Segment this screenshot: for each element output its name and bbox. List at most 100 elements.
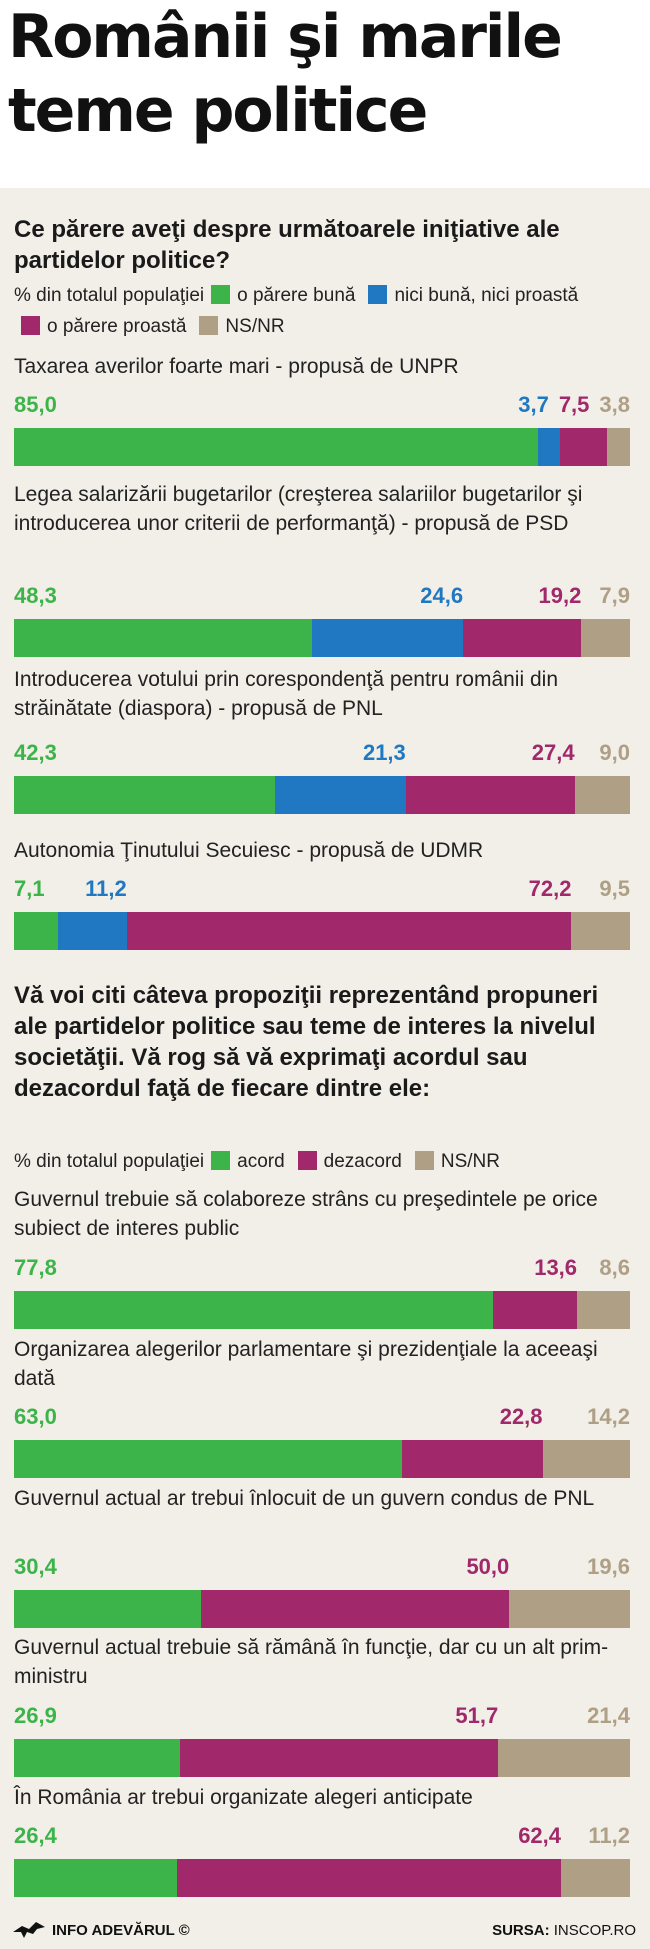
chart-2-row-5-value-1: 26,4: [14, 1823, 57, 1848]
chart-2-row-3-value-1: 30,4: [14, 1554, 57, 1579]
chart-1-row-3-bar: [14, 776, 630, 814]
eagle-logo-icon: [13, 1922, 45, 1938]
chart-2-row-4-segment-1: [14, 1739, 180, 1777]
chart-1-row-2-value-2: 24,6: [420, 583, 464, 608]
chart-2-row-2-label: Organizarea alegerilor parlamentare şi p…: [14, 1338, 598, 1390]
chart-2-row-4-label: Guvernul actual trebuie să rămână în fun…: [14, 1636, 609, 1688]
chart-2-row-4-segment-2: [179, 1739, 499, 1777]
legend-1-swatch-2: [21, 316, 40, 335]
chart-2-row-5-bar: [14, 1859, 630, 1897]
chart-2-row-3-segment-1: [14, 1590, 202, 1628]
chart-1-row-4-value-1: 7,1: [14, 876, 45, 901]
chart-2-row-2-value-2: 22,8: [499, 1404, 543, 1429]
legend-2-prefix: % din totalul populaţiei: [14, 1151, 205, 1172]
chart-2-row-1-segment-3: [577, 1291, 630, 1329]
chart-2-row-1-value-3: 8,6: [599, 1255, 630, 1280]
legend-2-swatch-1: [297, 1151, 317, 1170]
legend-1-label-2: o părere proastă: [47, 316, 187, 337]
legend-1-label-3: NS/NR: [225, 316, 285, 337]
chart-2-row-1-segment-2: [493, 1291, 577, 1329]
chart-2-row-4-value-3: 21,4: [587, 1703, 630, 1728]
chart-1-row-4-segment-1: [14, 912, 58, 950]
chart-2-row-1-value-1: 77,8: [14, 1255, 57, 1280]
chart-1-row-2-label: Legea salarizării bugetarilor (creşterea…: [14, 483, 583, 535]
legend-2-label-2: NS/NR: [440, 1151, 500, 1172]
chart-1-row-1-segment-3: [560, 428, 607, 466]
chart-1-row-1-bar: [14, 428, 630, 466]
chart-1-row-1-segment-2: [537, 428, 561, 466]
chart-2-row-4-bar: [14, 1739, 630, 1777]
chart-1-row-3-value-2: 21,3: [362, 740, 406, 765]
chart-1-row-3-value-4: 9,0: [599, 740, 630, 765]
chart-2-row-5-segment-2: [176, 1859, 561, 1897]
footer-source-label: SURSA:: [492, 1922, 550, 1939]
footer-credit: INFO ADEVĂRUL ©: [12, 1920, 190, 1940]
legend-1-label-0: o părere bună: [237, 285, 356, 306]
chart-1-row-1-value-2: 3,7: [518, 392, 549, 417]
footer-source: SURSA: INSCOP.RO: [492, 1922, 636, 1939]
chart-1-row-1-segment-1: [14, 428, 538, 466]
chart-2-row-5-value-3: 11,2: [588, 1823, 630, 1848]
chart-1-row-2-segment-3: [463, 619, 582, 657]
chart-2-row-3-value-3: 19,6: [587, 1554, 630, 1579]
chart-1-row-2-value-4: 7,9: [599, 583, 630, 608]
chart-2-row-2-segment-1: [14, 1440, 403, 1478]
legend-1-swatch-3: [199, 316, 219, 335]
legend-1-prefix: % din totalul populaţiei: [14, 285, 205, 306]
chart-2-row-1-label: Guvernul trebuie să colaboreze strâns cu…: [14, 1188, 598, 1240]
chart-1-row-3-segment-4: [574, 776, 630, 814]
chart-1-row-2-value-3: 19,2: [538, 583, 582, 608]
chart-2-row-5-segment-3: [560, 1859, 630, 1897]
chart-1-row-3-segment-3: [405, 776, 575, 814]
legend-2: % din totalul populaţiei acord dezacord NS/…: [14, 1146, 639, 1177]
chart-2-row-2-segment-2: [402, 1440, 543, 1478]
legend-2-swatch-0: [211, 1151, 231, 1170]
legend-1-swatch-0: [211, 285, 231, 304]
chart-1-row-1-segment-4: [606, 428, 630, 466]
chart-1-row-2-segment-4: [581, 619, 630, 657]
chart-1-row-2-segment-2: [311, 619, 464, 657]
legend-2-swatch-2: [414, 1151, 434, 1170]
chart-1-row-1-value-3: 7,5: [558, 392, 590, 417]
chart-2-row-1-segment-1: [14, 1291, 494, 1329]
chart-2-row-5-label: În România ar trebui organizate alegeri …: [14, 1786, 473, 1809]
legend-2-label-0: acord: [237, 1151, 285, 1172]
chart-2-row-1-value-2: 13,6: [534, 1255, 578, 1280]
footer-credit-text: INFO ADEVĂRUL ©: [52, 1922, 190, 1939]
chart-1-row-2-bar: [14, 619, 630, 657]
chart-2-row-2-value-3: 14,2: [587, 1404, 630, 1429]
chart-2-row-2-value-1: 63,0: [14, 1404, 57, 1429]
chart-1-row-1-label: Taxarea averilor foarte mari - propusă d…: [14, 355, 459, 378]
chart-2-row-4-value-1: 26,9: [14, 1703, 57, 1728]
chart-1-row-3-value-3: 27,4: [531, 740, 575, 765]
chart-1-row-4-value-3: 72,2: [528, 876, 572, 901]
chart-1-row-4-value-4: 9,5: [599, 876, 630, 901]
footer-source-value: INSCOP.RO: [553, 1922, 636, 1939]
chart-1-row-4-value-2: 11,2: [85, 876, 127, 901]
legend-2-label-1: dezacord: [323, 1151, 402, 1172]
legend-1-label-1: nici bună, nici proastă: [394, 285, 579, 306]
chart-2-row-2-bar: [14, 1440, 630, 1478]
question-2-heading: Vă voi citi câteva propoziţii reprezentâ…: [14, 982, 599, 1102]
chart-1-row-4-segment-2: [57, 912, 127, 950]
chart-2-row-3-bar: [14, 1590, 630, 1628]
chart-2-row-4-value-2: 51,7: [455, 1703, 499, 1728]
chart-1-row-3-segment-1: [14, 776, 275, 814]
chart-2-row-5-value-2: 62,4: [518, 1823, 562, 1848]
page-title: Românii şi marile teme politice: [8, 2, 563, 146]
chart-1-row-2-value-1: 48,3: [14, 583, 57, 608]
legend-1: % din totalul populaţiei o părere bună nic…: [14, 280, 639, 342]
chart-2-row-4-segment-3: [498, 1739, 630, 1777]
chart-1-row-3-label: Introducerea votului prin corespondenţă …: [14, 668, 559, 720]
chart-2-row-3-segment-3: [509, 1590, 630, 1628]
chart-2-row-3-segment-2: [201, 1590, 510, 1628]
chart-1-row-2-segment-1: [14, 619, 312, 657]
chart-1-row-4-segment-4: [571, 912, 630, 950]
chart-1-row-1-value-1: 85,0: [14, 392, 57, 417]
chart-2-row-5-segment-1: [14, 1859, 177, 1897]
chart-2-row-3-label: Guvernul actual ar trebui înlocuit de un…: [14, 1487, 595, 1510]
chart-1-row-4-bar: [14, 912, 630, 950]
chart-2-row-1-bar: [14, 1291, 630, 1329]
survey-panel: [0, 188, 650, 1949]
chart-2-row-2-segment-3: [542, 1440, 630, 1478]
